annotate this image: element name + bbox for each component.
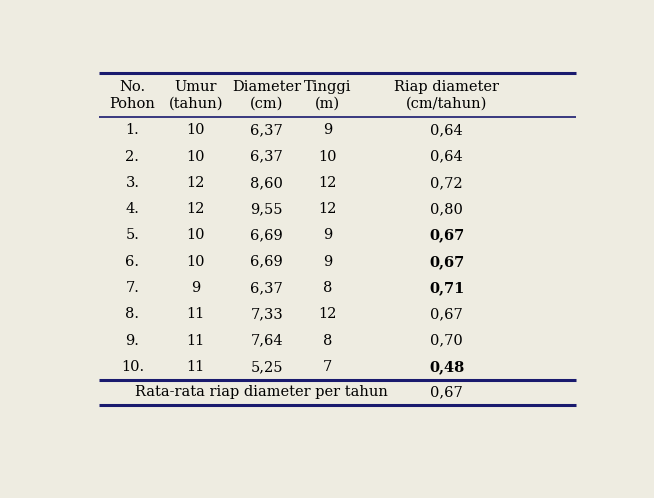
Text: Umur
(tahun): Umur (tahun) <box>169 80 223 111</box>
Text: 10: 10 <box>186 124 205 137</box>
Text: 8: 8 <box>323 281 332 295</box>
Text: 6,69: 6,69 <box>250 229 283 243</box>
Text: 1.: 1. <box>126 124 139 137</box>
Text: 7,64: 7,64 <box>250 334 283 348</box>
Text: 9: 9 <box>323 229 332 243</box>
Text: 0,67: 0,67 <box>430 385 463 399</box>
Text: 10: 10 <box>186 255 205 269</box>
Text: 3.: 3. <box>126 176 139 190</box>
Text: 2.: 2. <box>126 150 139 164</box>
Text: No.
Pohon: No. Pohon <box>109 80 156 111</box>
Text: 0,72: 0,72 <box>430 176 463 190</box>
Text: Diameter
(cm): Diameter (cm) <box>232 80 301 111</box>
Text: 11: 11 <box>186 334 205 348</box>
Text: 10: 10 <box>186 229 205 243</box>
Text: 0,70: 0,70 <box>430 334 463 348</box>
Text: 10: 10 <box>186 150 205 164</box>
Text: 6.: 6. <box>126 255 139 269</box>
Text: 9: 9 <box>323 255 332 269</box>
Text: 12: 12 <box>318 176 337 190</box>
Text: 10.: 10. <box>121 360 144 374</box>
Text: 6,37: 6,37 <box>250 124 283 137</box>
Text: 0,80: 0,80 <box>430 202 463 216</box>
Text: 7: 7 <box>323 360 332 374</box>
Text: 0,64: 0,64 <box>430 124 463 137</box>
Text: 8.: 8. <box>126 307 139 321</box>
Text: 11: 11 <box>186 307 205 321</box>
Text: 9: 9 <box>323 124 332 137</box>
Text: 6,69: 6,69 <box>250 255 283 269</box>
Text: 0,67: 0,67 <box>430 307 463 321</box>
Text: 6,37: 6,37 <box>250 281 283 295</box>
Text: 10: 10 <box>318 150 337 164</box>
Text: 9: 9 <box>191 281 200 295</box>
Text: 9.: 9. <box>126 334 139 348</box>
Text: 11: 11 <box>186 360 205 374</box>
Text: 0,64: 0,64 <box>430 150 463 164</box>
Text: Tinggi
(m): Tinggi (m) <box>304 80 351 111</box>
Text: Riap diameter
(cm/tahun): Riap diameter (cm/tahun) <box>394 80 499 111</box>
Text: 7.: 7. <box>126 281 139 295</box>
Text: 0,67: 0,67 <box>429 255 464 269</box>
Text: 5,25: 5,25 <box>250 360 283 374</box>
Text: 6,37: 6,37 <box>250 150 283 164</box>
Text: 12: 12 <box>318 307 337 321</box>
Text: 0,48: 0,48 <box>429 360 464 374</box>
Text: 4.: 4. <box>126 202 139 216</box>
Text: 9,55: 9,55 <box>250 202 283 216</box>
Text: 12: 12 <box>186 176 205 190</box>
Text: 0,71: 0,71 <box>429 281 464 295</box>
Text: 0,67: 0,67 <box>429 229 464 243</box>
Text: 12: 12 <box>186 202 205 216</box>
Text: 8: 8 <box>323 334 332 348</box>
Text: 12: 12 <box>318 202 337 216</box>
Text: 5.: 5. <box>126 229 139 243</box>
Text: Rata-rata riap diameter per tahun: Rata-rata riap diameter per tahun <box>135 385 388 399</box>
Text: 7,33: 7,33 <box>250 307 283 321</box>
Text: 8,60: 8,60 <box>250 176 283 190</box>
